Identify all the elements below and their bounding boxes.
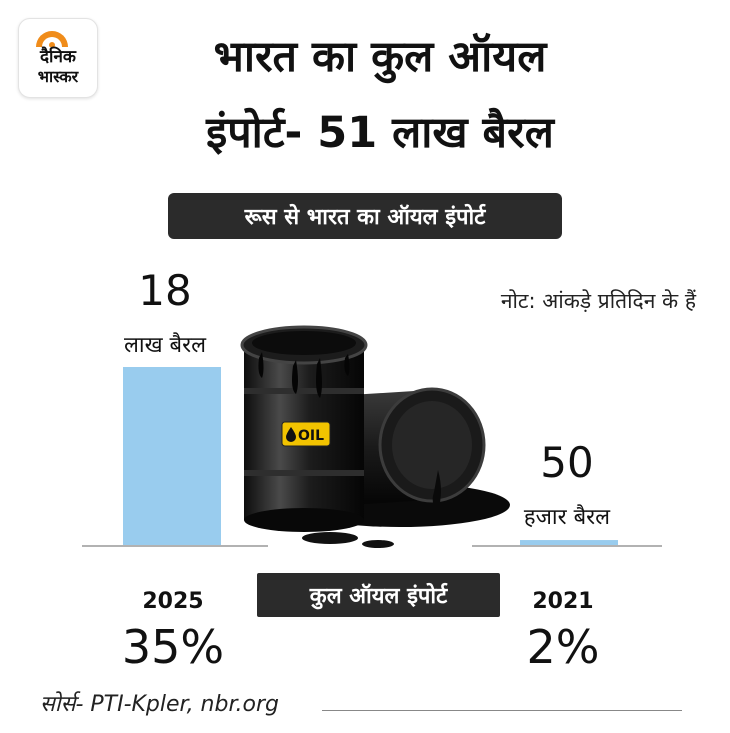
sun-mark-icon xyxy=(36,31,68,47)
logo-text-line1: दैनिक xyxy=(40,47,76,67)
bar-2025 xyxy=(123,367,221,545)
page-title-line1: भारत का कुल ऑयल xyxy=(213,32,547,82)
page-title-line2: इंपोर्ट- 51 लाख बैरल xyxy=(206,108,554,158)
oil-barrels-illustration: OIL xyxy=(240,325,510,548)
oil-puddle-small xyxy=(362,540,394,548)
standing-barrel: OIL xyxy=(240,325,368,532)
logo-text-line2: भास्कर xyxy=(37,67,79,86)
value-label-2021: 50 xyxy=(540,438,593,487)
source-note: सोर्स- PTI-Kpler, nbr.org xyxy=(40,692,279,717)
oil-puddle-small xyxy=(302,532,358,544)
share-value-2021: 2% xyxy=(526,620,600,674)
share-value-2025: 35% xyxy=(121,620,225,674)
lying-barrel xyxy=(350,387,486,510)
value-label-2025: 18 xyxy=(138,266,191,315)
oil-drop-icon xyxy=(286,427,296,442)
total-import-label: कुल ऑयल इंपोर्ट xyxy=(257,573,500,617)
unit-label-2021: हजार बैरल xyxy=(524,504,611,530)
chart-subtitle: रूस से भारत का ऑयल इंपोर्ट xyxy=(168,193,562,239)
oil-label-text: OIL xyxy=(298,428,324,444)
chart-note: नोट: आंकड़े प्रतिदिन के हैं xyxy=(500,289,696,313)
bar-2021 xyxy=(520,540,618,545)
brand-logo: दैनिक भास्कर xyxy=(18,18,98,98)
unit-label-2025: लाख बैरल xyxy=(124,332,207,358)
source-divider xyxy=(322,710,682,711)
category-label-2021: 2021 xyxy=(532,589,594,614)
category-label-2025: 2025 xyxy=(142,589,204,614)
